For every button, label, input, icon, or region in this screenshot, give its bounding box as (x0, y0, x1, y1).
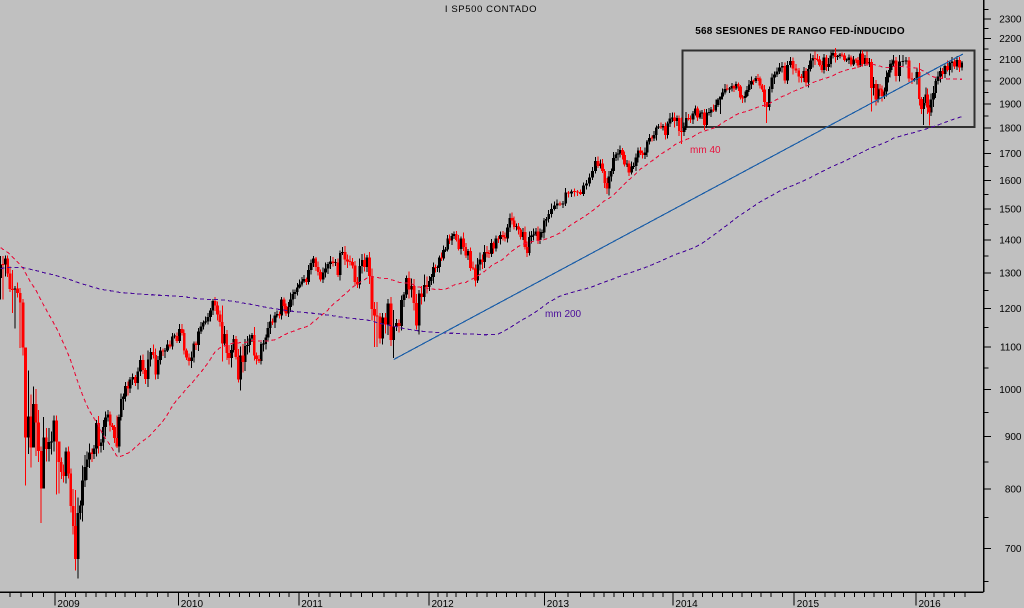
svg-text:1600: 1600 (999, 176, 1022, 187)
svg-text:1200: 1200 (999, 304, 1022, 315)
svg-text:I SP500 CONTADO: I SP500 CONTADO (445, 4, 537, 15)
svg-text:2012: 2012 (432, 599, 455, 608)
svg-text:2014: 2014 (675, 599, 698, 608)
svg-text:700: 700 (1005, 544, 1022, 555)
svg-text:2010: 2010 (181, 599, 204, 608)
svg-text:mm 200: mm 200 (545, 309, 582, 320)
svg-text:1900: 1900 (999, 99, 1022, 110)
svg-text:2300: 2300 (999, 14, 1022, 25)
svg-text:1300: 1300 (999, 268, 1022, 279)
svg-text:2016: 2016 (919, 599, 942, 608)
svg-text:1800: 1800 (999, 124, 1022, 135)
svg-text:2011: 2011 (301, 599, 323, 608)
svg-text:2200: 2200 (999, 34, 1022, 45)
svg-text:1400: 1400 (999, 235, 1022, 246)
svg-text:mm 40: mm 40 (690, 145, 721, 156)
svg-text:800: 800 (1005, 485, 1022, 496)
svg-text:1100: 1100 (1000, 343, 1022, 354)
svg-text:2000: 2000 (999, 77, 1022, 88)
svg-text:1700: 1700 (999, 149, 1022, 160)
svg-text:568 SESIONES DE RANGO FED-ÍNDU: 568 SESIONES DE RANGO FED-ÍNDUCIDO (695, 24, 905, 37)
svg-text:2015: 2015 (797, 599, 820, 608)
svg-text:900: 900 (1005, 432, 1022, 443)
svg-text:1000: 1000 (999, 385, 1022, 396)
svg-text:1500: 1500 (999, 205, 1022, 216)
svg-text:2100: 2100 (999, 55, 1022, 66)
svg-text:2013: 2013 (547, 599, 570, 608)
svg-text:2009: 2009 (57, 599, 80, 608)
